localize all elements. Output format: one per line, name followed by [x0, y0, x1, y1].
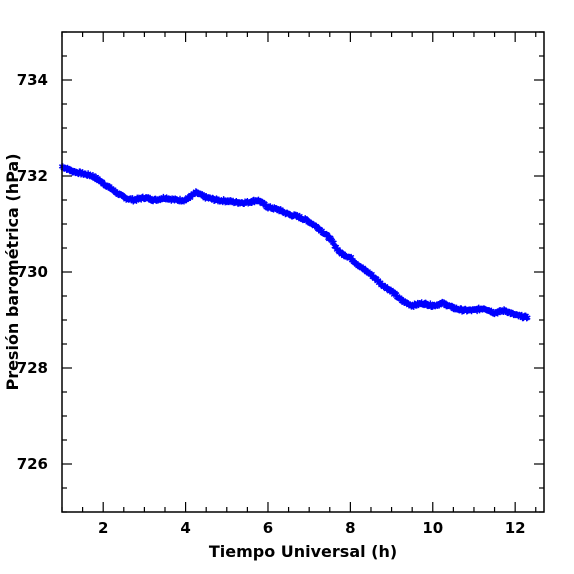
x-tick-label: 2 — [98, 519, 108, 537]
data-points — [58, 163, 531, 322]
x-tick-label: 10 — [422, 519, 443, 537]
axis-ticks — [61, 31, 544, 513]
x-axis-label: Tiempo Universal (h) — [209, 542, 397, 561]
plot-frame — [61, 31, 545, 513]
data-point — [524, 314, 531, 321]
y-tick-label: 730 — [17, 263, 48, 281]
y-tick-label: 728 — [17, 359, 48, 377]
y-tick-label: 732 — [17, 167, 48, 185]
x-tick-label: 4 — [180, 519, 190, 537]
tick-labels: 2 4 6 8 10 12 726 728 730 732 734 — [17, 71, 526, 537]
y-tick-label: 726 — [17, 455, 48, 473]
y-axis-label: Presión barométrica (hPa) — [3, 153, 22, 390]
x-tick-label: 8 — [345, 519, 355, 537]
y-tick-label: 734 — [17, 71, 48, 89]
x-tick-label: 12 — [505, 519, 526, 537]
x-tick-label: 6 — [263, 519, 273, 537]
